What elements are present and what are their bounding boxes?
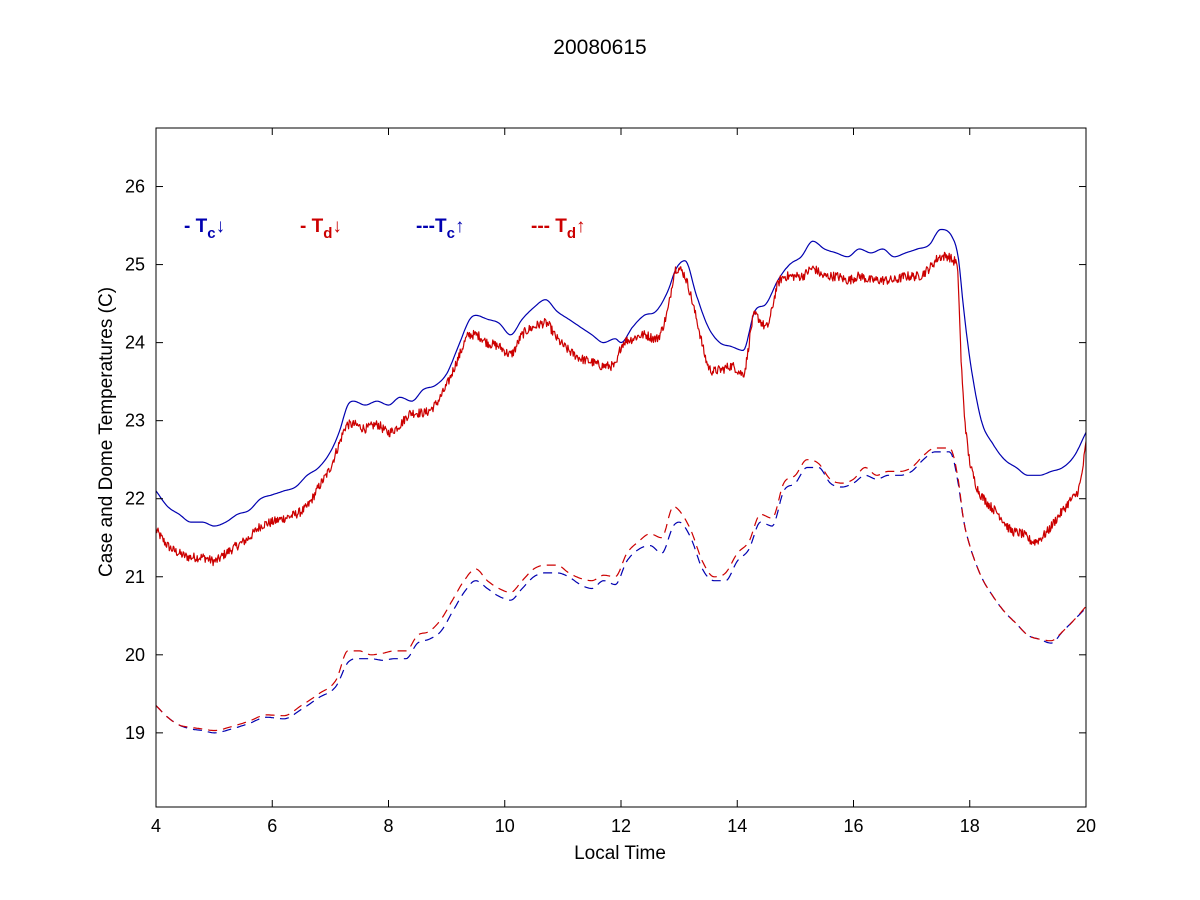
series-line-3 [156,451,1086,734]
y-tick-label: 23 [125,411,145,431]
y-tick-label: 22 [125,489,145,509]
y-tick-label: 21 [125,567,145,587]
x-tick-label: 8 [383,816,393,836]
x-axis-label: Local Time [574,843,666,864]
x-tick-label: 20 [1076,816,1096,836]
legend-entry: - Tc↓ [184,216,225,242]
y-axis-label: Case and Dome Temperatures (C) [96,287,117,577]
x-tick-label: 4 [151,816,161,836]
legend-entry: --- Td↑ [531,216,586,242]
x-tick-label: 18 [960,816,980,836]
x-tick-label: 6 [267,816,277,836]
x-tick-label: 10 [495,816,515,836]
x-tick-label: 14 [727,816,747,836]
series-layer [156,228,1086,734]
legend: - Tc↓ - Td↓ ---Tc↑ --- Td↑ [184,216,586,242]
series-line-1 [156,228,1086,527]
series-line-4 [156,447,1086,732]
legend-entry: ---Tc↑ [416,216,464,242]
y-tick-label: 20 [125,645,145,665]
ticks-layer: 4 6 8 10 12 14 16 18 20 19 20 21 22 23 24 25 26 [125,128,1096,836]
y-tick-label: 26 [125,177,145,197]
x-tick-label: 16 [843,816,863,836]
series-line-2 [156,251,1086,567]
y-tick-label: 24 [125,333,145,353]
chart-title: 20080615 [553,36,646,59]
y-tick-label: 25 [125,255,145,275]
y-tick-label: 19 [125,723,145,743]
legend-entry: - Td↓ [300,216,342,242]
x-tick-label: 12 [611,816,631,836]
